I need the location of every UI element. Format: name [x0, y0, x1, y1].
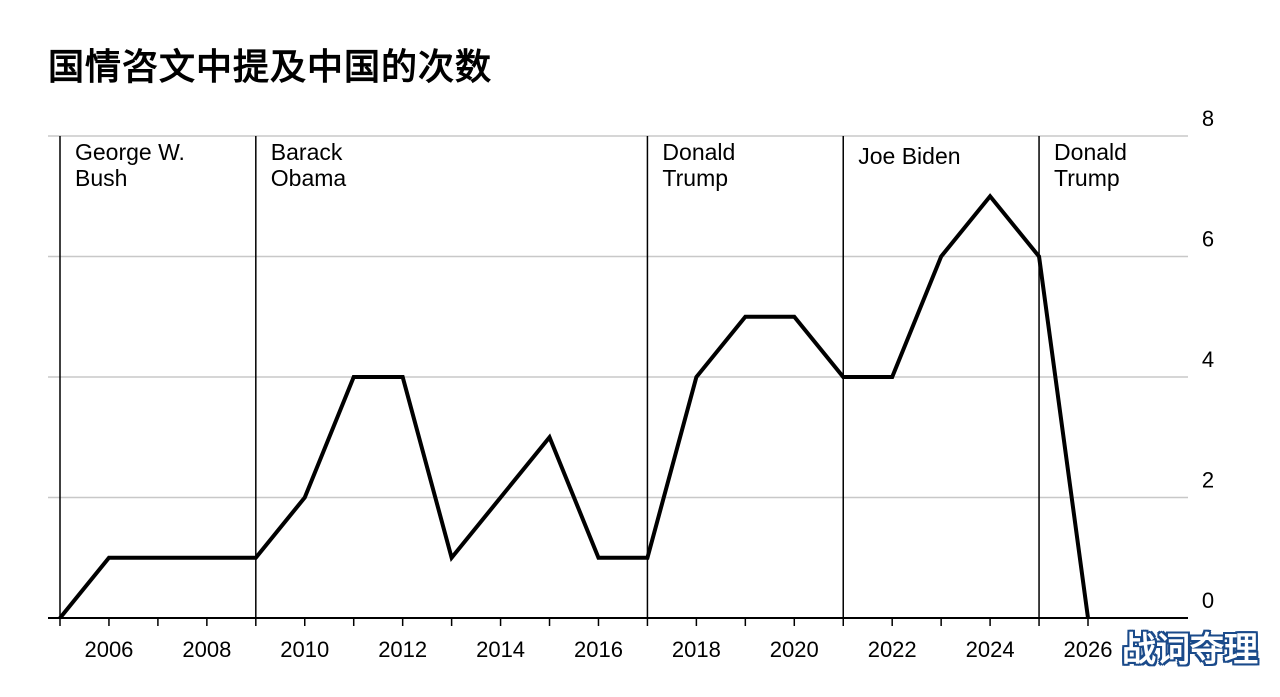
x-tick-label: 2020: [770, 637, 819, 662]
y-tick-label: 4: [1202, 347, 1214, 372]
x-tick-label: 2026: [1064, 637, 1113, 662]
page-title: 国情咨文中提及中国的次数: [48, 47, 493, 88]
president-label: Bush: [75, 165, 127, 191]
president-label: Donald: [662, 139, 735, 165]
y-tick-label: 2: [1202, 468, 1214, 493]
x-tick-label: 2016: [574, 637, 623, 662]
y-tick-label: 0: [1202, 588, 1214, 613]
series-layer: [58, 193, 1090, 620]
president-label: Joe Biden: [858, 143, 960, 169]
grid-layer: [48, 135, 1188, 499]
president-label: Barack: [271, 139, 343, 165]
x-tick-label: 2018: [672, 637, 721, 662]
x-tick-label: 2010: [280, 637, 329, 662]
x-tick-label: 2024: [966, 637, 1015, 662]
president-label: George W.: [75, 139, 185, 165]
president-label: Obama: [271, 165, 347, 191]
watermark: 战词夺理: [1122, 630, 1258, 670]
y-tick-label: 8: [1202, 106, 1214, 131]
x-tick-label: 2014: [476, 637, 525, 662]
x-tick-label: 2006: [84, 637, 133, 662]
president-label: Trump: [1054, 165, 1120, 191]
label-layer: 0 2 4 6 8 2006 2008 2010 2012 2014 2016 2018 2020 202…: [75, 106, 1214, 662]
x-axis: [48, 617, 1188, 626]
x-tick-label: 2008: [182, 637, 231, 662]
president-label: Donald: [1054, 139, 1127, 165]
x-tick-label: 2022: [868, 637, 917, 662]
x-tick-label: 2012: [378, 637, 427, 662]
president-label: Trump: [662, 165, 728, 191]
president-dividers: [59, 136, 1040, 618]
y-tick-label: 6: [1202, 227, 1214, 252]
series-line: [58, 193, 1090, 620]
